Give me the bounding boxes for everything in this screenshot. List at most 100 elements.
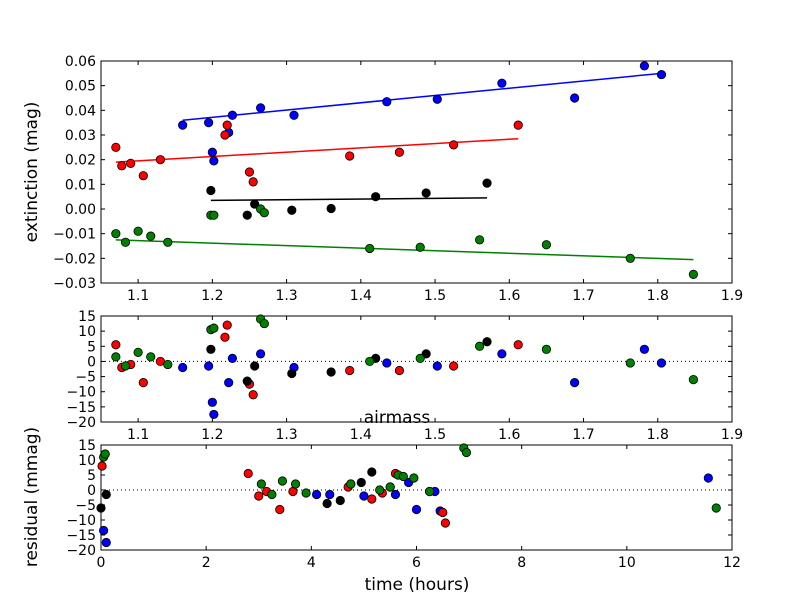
data-point-black [250,199,260,209]
y-tick-label: −5 [75,498,96,514]
data-point-black [482,178,492,188]
data-point-red [248,390,258,400]
data-point-red [244,167,255,177]
data-point-green [111,229,121,239]
data-point-red [220,130,230,140]
data-point-blue [207,147,217,157]
data-point-red [220,332,230,342]
data-point-blue [99,525,109,536]
data-point-blue [656,358,667,368]
data-point-blue [432,361,442,371]
y-tick-label: −20 [66,543,96,559]
data-point-red [117,161,127,171]
data-point-blue [497,349,507,359]
y-tick-label: −5 [75,370,96,386]
data-point-black [335,495,345,506]
data-point-blue [382,358,392,368]
data-point-green [461,447,472,458]
data-point-black [242,376,252,386]
x-tick-label: 1.8 [647,288,669,304]
data-point-blue [432,94,442,104]
data-point-red [345,365,355,376]
time-residual-points [96,443,721,548]
data-point-red [111,340,121,350]
y-tick-label: 10 [78,453,96,469]
data-point-red [111,142,121,152]
airmass-residual-plot-frame [100,315,733,423]
data-point-black [206,344,216,354]
data-point-red [138,171,148,181]
x-tick-label: 1.6 [498,427,520,443]
data-point-blue [289,110,299,120]
data-point-blue [639,61,650,71]
data-point-black [371,192,381,202]
data-point-green [259,318,269,329]
data-point-red [275,504,285,515]
data-point-green [385,482,395,492]
y-tick-label: −10 [66,513,96,529]
data-point-blue [227,110,237,120]
fit-line-blue [182,72,662,121]
x-tick-label: 1.5 [424,288,446,304]
y-tick-label: 0.00 [65,202,96,218]
data-point-red [449,361,459,371]
data-point-blue [101,537,111,548]
x-tick-label: 1.8 [647,427,669,443]
airmass-residual-x-ticks: 1.1 1.2 1.3 1.4 1.5 1.6 1.7 1.8 1.9 [127,316,743,443]
data-point-red [513,340,523,350]
data-point-black [367,467,377,477]
data-point-blue [311,489,322,500]
data-point-blue [209,156,219,166]
data-point-black [482,337,492,347]
extinction-x-ticks: 1.1 1.2 1.3 1.4 1.5 1.6 1.7 1.8 1.9 [127,61,743,304]
data-point-blue [227,353,237,363]
data-point-red [367,494,377,504]
data-point-blue [359,491,369,501]
airmass-residual-plot: 1.1 1.2 1.3 1.4 1.5 1.6 1.7 1.8 1.9 151050−5−10−… [66,309,743,443]
data-point-blue [497,78,507,88]
data-point-blue [325,489,335,500]
data-point-red [155,155,165,165]
x-tick-label: 1.1 [127,288,149,304]
data-point-green [209,210,219,220]
y-tick-label: 15 [78,309,96,325]
data-point-green [541,240,552,250]
x-tick-label: 1.6 [498,288,520,304]
data-point-red [254,491,264,501]
data-point-red [513,120,523,130]
extinction-y-axis-label: extinction (mag) [22,102,42,243]
data-point-blue [256,103,266,113]
extinction-points [111,61,698,279]
data-point-green [133,347,143,357]
data-point-red [222,120,232,130]
data-point-blue [204,118,214,128]
data-point-red [394,365,405,376]
data-point-green [365,356,375,367]
data-point-green [541,344,552,354]
data-point-green [267,489,277,500]
x-tick-label: 1.3 [275,427,297,443]
data-point-blue [178,362,188,373]
data-point-green [625,253,635,263]
data-point-green [163,359,173,370]
data-point-blue [224,378,234,388]
data-point-red [243,468,253,479]
x-tick-label: 8 [517,555,526,571]
y-tick-label: −15 [66,528,96,544]
data-point-black [101,489,111,500]
data-point-red [138,378,148,388]
data-point-blue [256,349,266,359]
data-point-green [375,485,385,495]
y-tick-label: −0.02 [53,251,96,267]
time-x-ticks: 0 2 4 6 8 10 12 [97,445,741,571]
data-point-red [440,518,451,528]
data-point-black [356,477,366,488]
data-point-blue [656,69,667,80]
data-point-blue [411,504,422,515]
data-point-green [290,479,301,489]
data-point-red [345,151,355,161]
data-point-black [250,361,260,371]
